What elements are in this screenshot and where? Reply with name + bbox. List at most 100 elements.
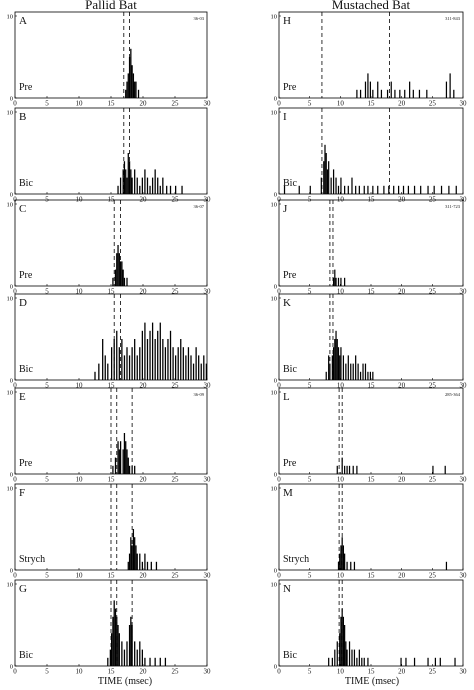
y-tick-label: 0 (10, 96, 13, 103)
histogram-bar (340, 545, 342, 570)
histogram-bar (453, 89, 455, 98)
panel-letter: L (283, 391, 290, 403)
histogram-bar (131, 347, 133, 380)
histogram-bar (121, 261, 123, 286)
histogram-bar (372, 371, 374, 380)
histogram-bar (445, 561, 448, 570)
panel-frame (278, 579, 464, 667)
y-tick-label: 0 (274, 96, 277, 103)
histogram-bar (144, 169, 146, 194)
histogram-bar (364, 81, 367, 98)
x-axis-label: TIME (msec) (345, 676, 399, 687)
histogram-bar (177, 347, 179, 380)
histogram-bar (131, 65, 133, 98)
x-tick-label: 20 (398, 100, 406, 108)
histogram-bar (125, 441, 127, 474)
histogram-bar (126, 641, 128, 666)
histogram-bar (345, 363, 347, 380)
panel-frame (278, 107, 464, 195)
histogram-bar (326, 169, 329, 194)
panel-letter: N (283, 583, 291, 595)
histogram-bar (359, 89, 362, 98)
histogram-bar (409, 81, 411, 98)
panel-A: 0 10 0 5 10 15 20 25 30 A Pre 36-03 (7, 11, 212, 108)
histogram-bar (331, 355, 333, 380)
histogram-bar (127, 73, 129, 98)
x-tick-label: 10 (337, 196, 345, 204)
x-tick-label: 25 (172, 100, 180, 108)
histogram-bar (136, 553, 138, 570)
histogram-bar (352, 363, 354, 380)
panel-letter: J (283, 203, 288, 215)
histogram-bar (136, 177, 138, 194)
histogram-bar (112, 616, 114, 666)
histogram-bar (117, 245, 119, 286)
x-tick-label: 0 (13, 288, 17, 296)
histogram-bar (146, 339, 149, 380)
x-tick-label: 5 (308, 476, 312, 484)
histogram-bar (445, 81, 448, 98)
histogram-bar (122, 449, 124, 474)
x-tick-label: 30 (460, 668, 468, 676)
y-tick-label: 0 (10, 472, 13, 479)
x-tick-label: 15 (368, 288, 376, 296)
histogram-bar (154, 657, 156, 666)
histogram-bar (367, 73, 369, 98)
x-tick-label: 25 (429, 572, 437, 580)
histogram-bar (342, 616, 345, 666)
histogram-bar (440, 185, 443, 194)
condition-label: Bic (283, 650, 297, 661)
x-tick-label: 5 (308, 572, 312, 580)
histogram-bar (377, 81, 379, 98)
x-tick-label: 15 (108, 382, 116, 390)
condition-label: Pre (19, 270, 33, 281)
y-tick-label: 10 (7, 486, 14, 493)
histogram-bar (123, 355, 126, 380)
histogram-bar (339, 633, 341, 666)
histogram-bar (344, 465, 346, 474)
condition-label: Pre (283, 82, 297, 93)
histogram-bar (348, 465, 351, 474)
x-tick-label: 25 (429, 382, 437, 390)
histogram-bar (397, 185, 400, 194)
x-tick-label: 20 (140, 100, 148, 108)
histogram-bar (386, 89, 389, 98)
histogram-bar (144, 553, 146, 570)
x-tick-label: 0 (277, 476, 281, 484)
histogram-bar (340, 616, 342, 666)
histogram-bar (130, 616, 132, 666)
histogram-bar (149, 657, 151, 666)
histogram-bar (107, 363, 109, 380)
x-tick-label: 30 (460, 196, 468, 204)
histogram-bar (146, 561, 149, 570)
panel-letter: E (19, 391, 26, 403)
histogram-bar (154, 339, 156, 380)
histogram-bar (336, 641, 338, 666)
histogram-bar (134, 641, 136, 666)
y-tick-label: 0 (274, 378, 277, 385)
histogram-bar (114, 269, 117, 286)
histogram-bar (439, 657, 441, 666)
panel-letter: B (19, 111, 26, 123)
y-tick-label: 10 (7, 14, 14, 21)
x-tick-label: 10 (76, 668, 84, 676)
histogram-bar (123, 277, 126, 286)
unit-id: 311-723 (445, 204, 461, 209)
histogram-bar (182, 347, 184, 380)
x-tick-label: 0 (277, 572, 281, 580)
condition-label: Pre (283, 458, 297, 469)
x-tick-label: 30 (204, 100, 212, 108)
histogram-bar (335, 177, 337, 194)
histogram-bar (123, 649, 126, 666)
histogram-bar (348, 641, 351, 666)
panel-I: 0 10 0 5 10 15 20 25 30 I Bic (271, 107, 468, 204)
x-tick-label: 20 (398, 668, 406, 676)
x-tick-label: 30 (204, 572, 212, 580)
histogram-bar (187, 347, 190, 380)
histogram-bar (128, 161, 131, 194)
x-tick-label: 5 (308, 196, 312, 204)
panel-L: 0 10 0 5 10 15 20 25 30 L Pre 285-364 (271, 387, 467, 484)
histogram-bar (341, 537, 343, 570)
